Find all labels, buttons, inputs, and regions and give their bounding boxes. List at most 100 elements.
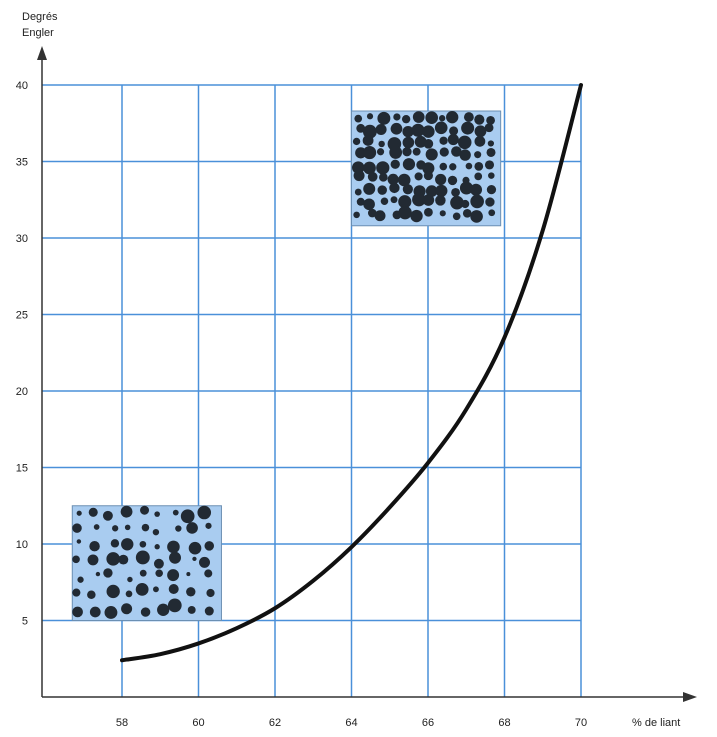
particle-dot <box>389 182 400 194</box>
particle-dot <box>422 194 435 206</box>
particle-dot <box>186 572 191 577</box>
inset-low-binder <box>71 505 222 621</box>
particle-dot <box>474 151 482 159</box>
particle-dot <box>141 523 150 532</box>
particle-dot <box>459 149 471 161</box>
y-tick-label: 30 <box>16 233 28 245</box>
particle-dot <box>118 554 129 565</box>
particle-dot <box>152 528 160 536</box>
particle-dot <box>402 147 412 157</box>
particle-dot <box>89 606 101 618</box>
particle-dot <box>424 207 433 217</box>
particle-dot <box>398 205 412 220</box>
particle-dot <box>362 124 377 139</box>
particle-dot <box>103 568 113 578</box>
insets <box>71 110 502 621</box>
particle-dot <box>488 172 495 179</box>
particle-dot <box>192 556 197 561</box>
particle-dot <box>367 171 378 182</box>
x-tick-label: 60 <box>192 717 204 729</box>
particle-dot <box>167 569 180 582</box>
y-tick-label: 40 <box>16 80 28 92</box>
particle-dot <box>470 183 483 196</box>
particle-dot <box>187 606 196 614</box>
particle-dot <box>204 541 215 551</box>
particle-dot <box>172 509 179 516</box>
particle-dot <box>204 606 214 616</box>
particle-dot <box>175 525 182 532</box>
particle-dot <box>474 172 483 181</box>
particle-dot <box>188 541 202 555</box>
particle-dot <box>487 140 494 147</box>
particle-dot <box>488 209 496 217</box>
y-tick-label: 35 <box>16 157 28 169</box>
particle-dot <box>205 522 212 529</box>
particle-dot <box>180 509 195 524</box>
particle-dot <box>412 111 425 123</box>
particle-dot <box>435 184 448 197</box>
x-tick-label: 66 <box>422 717 434 729</box>
particle-dot <box>102 510 113 521</box>
particle-dot <box>390 122 403 135</box>
particle-dot <box>354 114 363 123</box>
x-tick-label: 62 <box>269 717 281 729</box>
particle-dot <box>423 170 434 181</box>
particle-dot <box>106 584 120 599</box>
particle-dot <box>135 582 149 596</box>
particle-dot <box>197 505 212 520</box>
particle-dot <box>139 540 147 548</box>
particle-dot <box>366 113 374 120</box>
particle-dot <box>124 524 131 531</box>
y-tick-label: 15 <box>16 463 28 475</box>
particle-dot <box>401 114 411 124</box>
particle-dot <box>199 556 210 568</box>
particle-dot <box>77 576 84 583</box>
particle-dot <box>435 173 447 186</box>
particle-dot <box>379 172 388 182</box>
particle-dot <box>446 111 459 124</box>
particle-dot <box>398 195 412 209</box>
particle-dot <box>486 184 497 195</box>
particle-dot <box>422 162 435 175</box>
x-axis-arrow-icon <box>683 692 697 702</box>
particle-dot <box>434 121 448 135</box>
particle-dot <box>88 507 98 517</box>
series-line <box>120 83 583 663</box>
particle-dot <box>140 607 151 617</box>
particle-dot <box>435 195 446 206</box>
particle-dot <box>363 182 376 195</box>
particle-dot <box>121 538 134 551</box>
y-tick-label: 25 <box>16 310 28 322</box>
particle-dot <box>155 569 163 578</box>
particle-dot <box>410 209 423 223</box>
particle-dot <box>354 188 362 196</box>
particle-dot <box>447 133 459 146</box>
particle-dot <box>140 505 150 515</box>
particle-dot <box>377 185 387 195</box>
particle-dot <box>72 588 81 597</box>
particle-dot <box>402 184 413 195</box>
y-axis-arrow-icon <box>37 46 47 60</box>
particle-dot <box>390 196 398 204</box>
y-tick-label: 20 <box>16 386 28 398</box>
particle-dot <box>459 181 473 195</box>
particle-dot <box>72 606 83 618</box>
x-tick-label: 58 <box>116 717 128 729</box>
particle-dot <box>127 576 133 583</box>
particle-dot <box>93 524 100 530</box>
particle-dot <box>376 148 385 156</box>
particle-dot <box>387 173 399 185</box>
particle-dot <box>486 115 495 125</box>
particle-dot <box>125 590 133 598</box>
particle-dot <box>204 569 213 578</box>
particle-dot <box>356 123 366 133</box>
particle-dot <box>462 208 472 218</box>
particle-dot <box>461 199 470 209</box>
particle-dot <box>111 525 119 532</box>
particle-dot <box>120 505 133 518</box>
particle-dot <box>378 140 385 148</box>
x-tick-label: 68 <box>498 717 510 729</box>
particle-dot <box>486 147 496 157</box>
particle-dot <box>356 197 365 206</box>
particle-dot <box>154 511 160 517</box>
